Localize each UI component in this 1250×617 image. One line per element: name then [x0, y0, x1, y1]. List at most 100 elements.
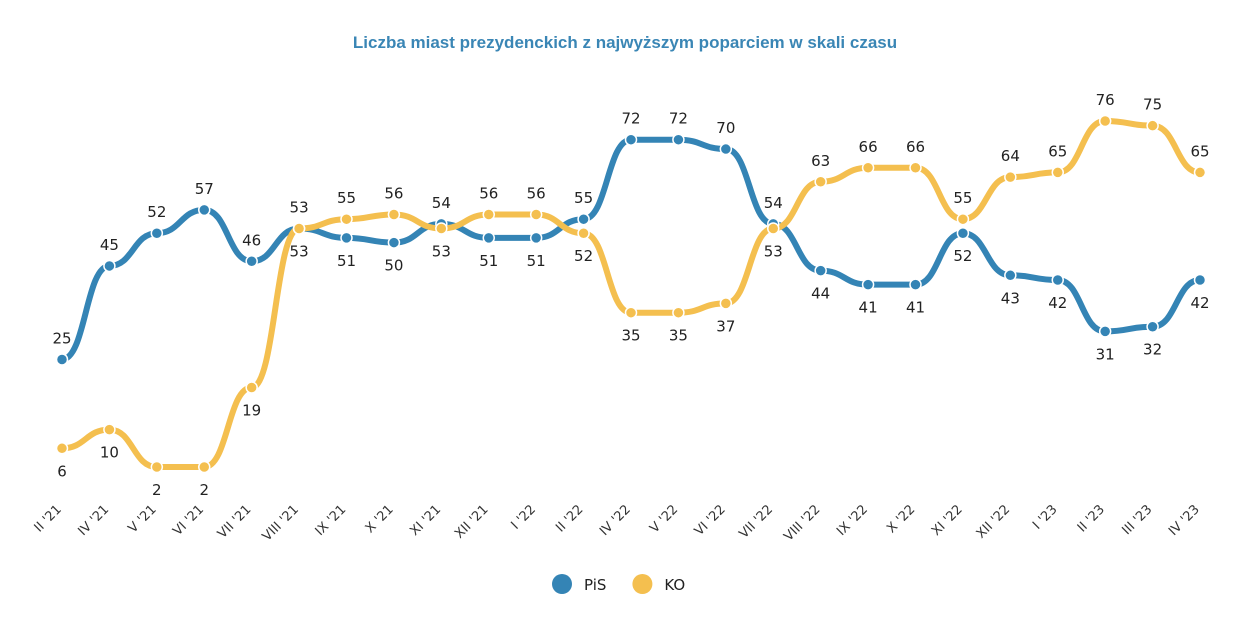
x-tick-label: IX '22 — [834, 502, 871, 539]
data-label: 41 — [859, 299, 878, 317]
x-tick-label: V '22 — [647, 502, 681, 536]
data-label: 65 — [1048, 142, 1067, 160]
legend-marker — [552, 574, 572, 594]
point — [482, 231, 495, 245]
point — [577, 226, 590, 240]
point — [55, 353, 69, 366]
data-label: 65 — [1190, 142, 1209, 160]
point — [1193, 166, 1207, 179]
point — [1193, 273, 1207, 287]
point — [719, 297, 733, 310]
x-tick-label: XII '21 — [452, 502, 491, 541]
point — [245, 381, 258, 394]
data-label: 63 — [811, 152, 830, 170]
x-tick-label: VIII '22 — [781, 502, 823, 544]
point — [624, 133, 638, 146]
point — [577, 212, 590, 226]
point — [814, 264, 827, 277]
data-label: 70 — [716, 119, 735, 137]
legend: PiS KO — [552, 574, 685, 594]
data-label: 10 — [100, 444, 119, 462]
point — [150, 226, 164, 240]
x-tick-label: VI '21 — [170, 502, 207, 539]
data-label: 31 — [1096, 345, 1115, 363]
data-label: 2 — [199, 481, 209, 499]
x-tick-label: V '21 — [126, 502, 160, 536]
data-label: 75 — [1143, 96, 1162, 114]
x-tick-label: II '22 — [553, 502, 586, 535]
point — [1004, 170, 1017, 184]
data-label: 57 — [195, 180, 214, 198]
x-tick-label: VI '22 — [692, 502, 729, 539]
chart-title: Liczba miast prezydenckich z najwyższym … — [353, 33, 897, 52]
x-tick-label: XII '22 — [974, 502, 1013, 541]
point — [387, 236, 401, 249]
data-label: 35 — [669, 327, 688, 345]
point — [103, 259, 116, 273]
point — [1098, 325, 1112, 338]
point — [1051, 273, 1064, 287]
data-label: 53 — [764, 243, 783, 261]
point — [198, 460, 211, 474]
legend-marker — [632, 574, 653, 594]
point — [245, 255, 258, 268]
data-label: 55 — [574, 189, 593, 207]
point — [103, 423, 116, 436]
data-label: 72 — [621, 110, 640, 128]
point — [909, 278, 922, 291]
point — [387, 208, 401, 221]
point — [292, 222, 306, 235]
data-label: 19 — [242, 402, 261, 420]
data-label: 52 — [574, 247, 593, 265]
point — [435, 222, 448, 235]
point — [1146, 119, 1159, 132]
data-label: 42 — [1048, 294, 1067, 312]
x-tick-label: III '23 — [1120, 502, 1156, 538]
data-label: 64 — [1001, 147, 1020, 165]
point — [340, 212, 353, 226]
x-tick-label: VII '22 — [737, 502, 776, 541]
data-label: 32 — [1143, 341, 1162, 359]
x-tick-label: X '22 — [884, 502, 918, 536]
point — [1098, 114, 1112, 128]
data-label: 46 — [242, 231, 261, 249]
point — [861, 278, 875, 291]
x-tick-label: X '21 — [363, 502, 397, 536]
x-tick-label: IV '23 — [1166, 502, 1203, 539]
point — [1004, 269, 1017, 282]
x-tick-label: II '21 — [32, 502, 65, 535]
data-label: 66 — [906, 138, 925, 156]
x-tick-label: VII '21 — [215, 502, 254, 541]
point — [340, 231, 353, 245]
data-label: 44 — [811, 285, 830, 303]
data-label: 51 — [337, 252, 356, 270]
x-tick-label: XI '22 — [929, 502, 966, 539]
point — [1051, 166, 1064, 179]
point — [767, 222, 780, 235]
data-label: 45 — [100, 236, 119, 254]
point — [672, 133, 685, 146]
data-label: 53 — [290, 199, 309, 217]
x-tick-label: XI '21 — [407, 502, 444, 539]
data-label: 41 — [906, 299, 925, 317]
data-label: 6 — [57, 462, 67, 480]
data-label: 56 — [479, 185, 498, 203]
x-tick-label: IX '21 — [313, 502, 350, 539]
data-label: 51 — [527, 252, 546, 270]
point — [719, 142, 733, 156]
point — [529, 208, 543, 221]
data-label: 54 — [764, 194, 783, 212]
data-label: 54 — [432, 194, 451, 212]
point — [150, 460, 164, 474]
x-tick-label: I '23 — [1030, 502, 1060, 532]
data-label: 72 — [669, 110, 688, 128]
data-label: 2 — [152, 481, 162, 499]
point — [1146, 320, 1159, 333]
data-label: 53 — [432, 243, 451, 261]
x-tick-label: VIII '21 — [260, 502, 302, 544]
point — [672, 306, 685, 319]
data-label: 55 — [953, 189, 972, 207]
data-label: 51 — [479, 252, 498, 270]
point — [909, 161, 922, 175]
data-label: 66 — [859, 138, 878, 156]
